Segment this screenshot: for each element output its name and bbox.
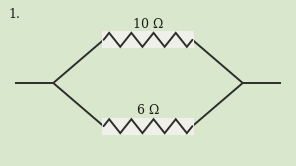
Text: 10 Ω: 10 Ω <box>133 18 163 31</box>
Text: 1.: 1. <box>9 8 21 21</box>
Text: 6 Ω: 6 Ω <box>137 104 159 117</box>
FancyBboxPatch shape <box>102 118 194 135</box>
FancyBboxPatch shape <box>102 31 194 48</box>
